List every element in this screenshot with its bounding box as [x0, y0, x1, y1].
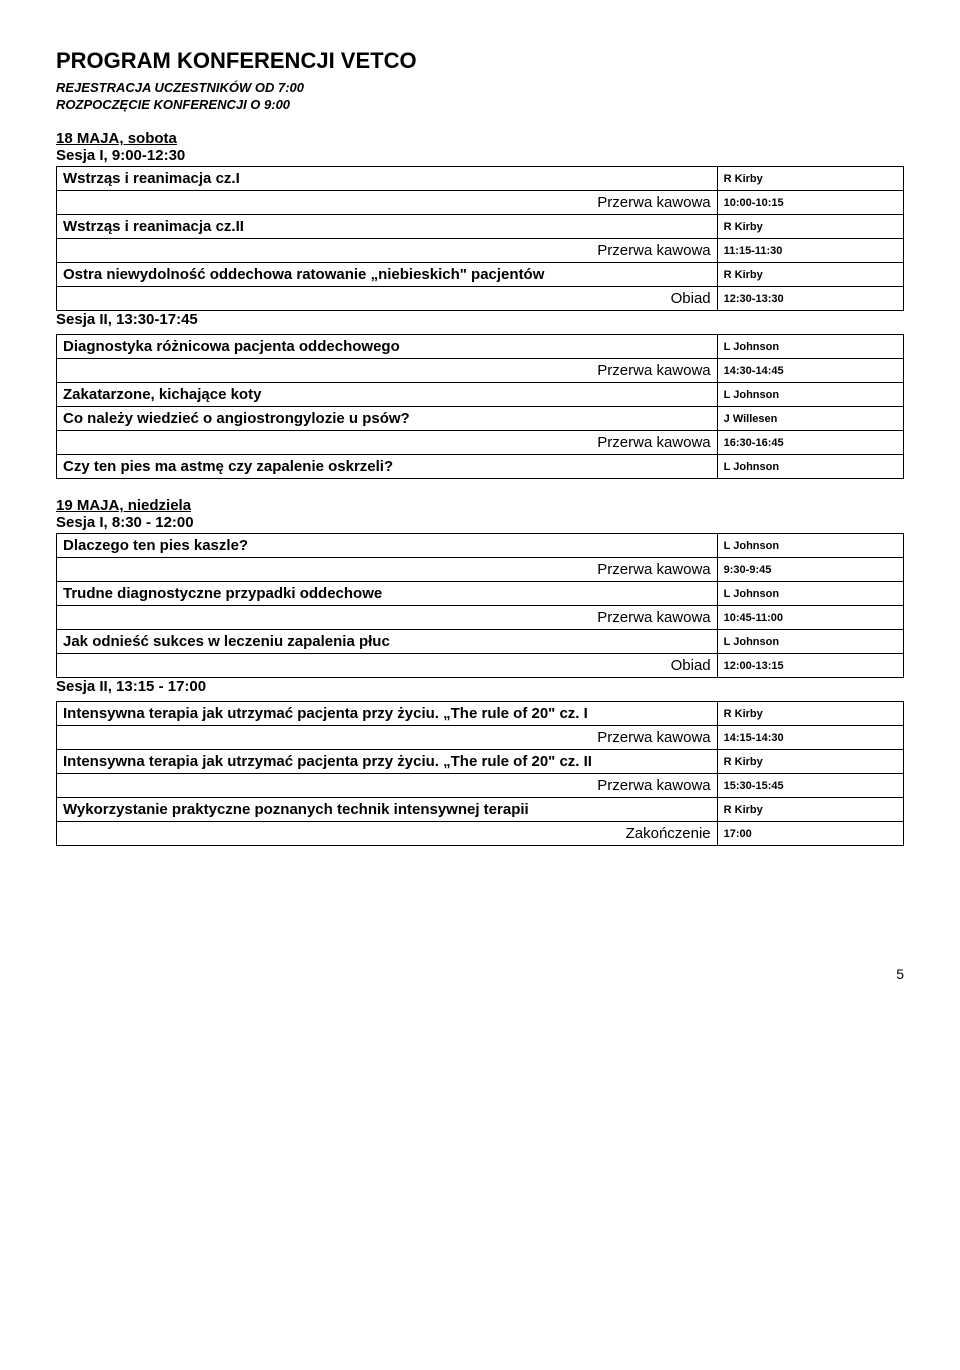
- break-time-cell: 16:30-16:45: [717, 431, 903, 455]
- day1-session1-table: Wstrząs i reanimacja cz.IR KirbyPrzerwa …: [56, 166, 904, 311]
- break-time-cell: 11:15-11:30: [717, 239, 903, 263]
- break-label-cell: Przerwa kawowa: [57, 239, 718, 263]
- day1-session1-heading: Sesja I, 9:00-12:30: [56, 147, 904, 164]
- break-time-cell: 9:30-9:45: [717, 558, 903, 582]
- subtitle-registration: REJESTRACJA UCZESTNIKÓW OD 7:00: [56, 80, 904, 95]
- speaker-cell: R Kirby: [717, 702, 903, 726]
- subtitle-start: ROZPOCZĘCIE KONFERENCJI O 9:00: [56, 97, 904, 112]
- break-label-cell: Obiad: [57, 287, 718, 311]
- break-time-cell: 12:30-13:30: [717, 287, 903, 311]
- topic-cell: Co należy wiedzieć o angiostrongylozie u…: [57, 407, 718, 431]
- topic-cell: Wykorzystanie praktyczne poznanych techn…: [57, 798, 718, 822]
- topic-cell: Diagnostyka różnicowa pacjenta oddechowe…: [57, 335, 718, 359]
- speaker-cell: L Johnson: [717, 630, 903, 654]
- break-label-cell: Przerwa kawowa: [57, 558, 718, 582]
- break-label-cell: Przerwa kawowa: [57, 359, 718, 383]
- speaker-cell: L Johnson: [717, 383, 903, 407]
- topic-cell: Dlaczego ten pies kaszle?: [57, 534, 718, 558]
- speaker-cell: L Johnson: [717, 582, 903, 606]
- topic-cell: Wstrząs i reanimacja cz.II: [57, 215, 718, 239]
- topic-cell: Wstrząs i reanimacja cz.I: [57, 167, 718, 191]
- break-label-cell: Obiad: [57, 654, 718, 678]
- topic-cell: Ostra niewydolność oddechowa ratowanie „…: [57, 263, 718, 287]
- page-title: PROGRAM KONFERENCJI VETCO: [56, 48, 904, 74]
- break-label-cell: Przerwa kawowa: [57, 774, 718, 798]
- break-label-cell: Przerwa kawowa: [57, 726, 718, 750]
- break-label-cell: Przerwa kawowa: [57, 431, 718, 455]
- day2-session2-table: Intensywna terapia jak utrzymać pacjenta…: [56, 701, 904, 846]
- break-label-cell: Zakończenie: [57, 822, 718, 846]
- speaker-cell: L Johnson: [717, 534, 903, 558]
- speaker-cell: L Johnson: [717, 455, 903, 479]
- topic-cell: Intensywna terapia jak utrzymać pacjenta…: [57, 702, 718, 726]
- break-label-cell: Przerwa kawowa: [57, 606, 718, 630]
- speaker-cell: J Willesen: [717, 407, 903, 431]
- speaker-cell: R Kirby: [717, 167, 903, 191]
- day1-session2-heading: Sesja II, 13:30-17:45: [56, 311, 904, 328]
- break-label-cell: Przerwa kawowa: [57, 191, 718, 215]
- topic-cell: Czy ten pies ma astmę czy zapalenie oskr…: [57, 455, 718, 479]
- speaker-cell: R Kirby: [717, 750, 903, 774]
- day2-session1-table: Dlaczego ten pies kaszle?L JohnsonPrzerw…: [56, 533, 904, 678]
- break-time-cell: 10:00-10:15: [717, 191, 903, 215]
- speaker-cell: R Kirby: [717, 263, 903, 287]
- break-time-cell: 12:00-13:15: [717, 654, 903, 678]
- topic-cell: Jak odnieść sukces w leczeniu zapalenia …: [57, 630, 718, 654]
- day1-heading: 18 MAJA, sobota: [56, 130, 904, 147]
- break-time-cell: 14:15-14:30: [717, 726, 903, 750]
- break-time-cell: 14:30-14:45: [717, 359, 903, 383]
- day2-session2-heading: Sesja II, 13:15 - 17:00: [56, 678, 904, 695]
- speaker-cell: R Kirby: [717, 215, 903, 239]
- day2-session1-heading: Sesja I, 8:30 - 12:00: [56, 514, 904, 531]
- break-time-cell: 17:00: [717, 822, 903, 846]
- break-time-cell: 10:45-11:00: [717, 606, 903, 630]
- day1-session2-table: Diagnostyka różnicowa pacjenta oddechowe…: [56, 334, 904, 479]
- topic-cell: Intensywna terapia jak utrzymać pacjenta…: [57, 750, 718, 774]
- page-number: 5: [56, 966, 904, 982]
- speaker-cell: R Kirby: [717, 798, 903, 822]
- topic-cell: Trudne diagnostyczne przypadki oddechowe: [57, 582, 718, 606]
- topic-cell: Zakatarzone, kichające koty: [57, 383, 718, 407]
- day2-heading: 19 MAJA, niedziela: [56, 497, 904, 514]
- speaker-cell: L Johnson: [717, 335, 903, 359]
- break-time-cell: 15:30-15:45: [717, 774, 903, 798]
